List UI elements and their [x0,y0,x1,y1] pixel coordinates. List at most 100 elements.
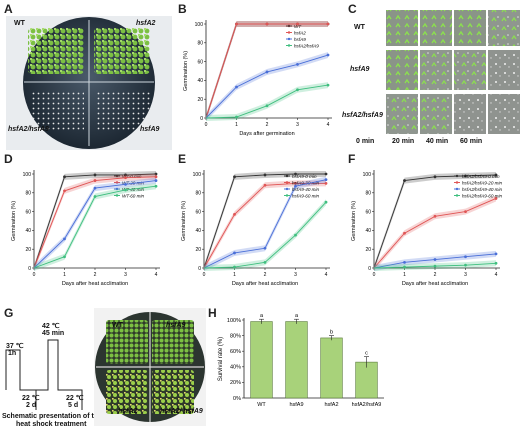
schem-t1b: 1h [8,350,17,357]
legend-label: hsfA9-60 min [292,193,320,198]
data-point [324,200,328,204]
x-axis-label: Days after heat acclimation [232,281,298,287]
legend-label: hsfA9-0 min [292,174,317,179]
x-tick-label: hsfA2 [324,402,338,408]
data-point [494,197,498,200]
data-point [403,265,406,269]
y-tick-label: 80% [230,333,241,339]
y-tick-label: 40 [365,228,371,234]
data-point [494,173,498,177]
row-label-wt: WT [354,24,365,31]
data-point [263,173,267,177]
series-band [206,82,328,121]
x-tick-label: 2 [434,272,437,278]
x-tick-label: 4 [155,272,158,278]
x-axis-label: Days after heat acclimation [402,281,468,287]
data-point [494,261,498,265]
y-tick-label: 100 [195,22,204,28]
data-point [233,175,236,179]
series-band [374,195,496,271]
col-label-0: 0 min [356,138,375,145]
data-point [124,176,127,180]
data-point [433,214,437,218]
data-point [324,182,328,185]
data-point [433,264,437,268]
data-point [263,246,267,250]
y-tick-label: 0 [368,266,371,272]
y-axis-label: Germination (%) [11,201,17,241]
data-point [296,88,299,92]
plate-a-label-hsfa2: hsfA2 [136,20,156,27]
data-point [326,53,330,57]
data-point [403,179,406,182]
x-tick-label: 1 [63,272,66,278]
plate-g-label-double: hsfA2/ hsfA9 [160,408,203,415]
significance-letter: b [330,330,333,336]
data-point [324,178,328,182]
data-point [494,252,498,256]
data-point [154,184,158,188]
legend-marker [285,187,289,191]
data-point [296,63,299,66]
series-band [34,183,156,271]
panel-label-b: B [178,2,187,16]
x-axis-label: Days after germination [239,131,294,137]
legend-marker [285,181,289,184]
data-point [265,22,269,26]
x-tick-label: 0 [205,122,208,128]
x-tick-label: 1 [235,122,238,128]
legend-marker [285,194,289,197]
data-point [433,258,437,261]
legend-label: WT-60 min [122,193,144,198]
y-tick-label: 20% [230,380,241,386]
y-tick-label: 0 [200,116,203,122]
data-point [296,22,299,26]
plate-g-label-hsfa2: hsfA2 [118,408,138,415]
plate-photo-a [6,16,172,150]
x-tick-label: 4 [495,272,498,278]
panel-label-a: A [4,2,13,16]
chart-b: 0 20 40 60 80 100 0 1 2 3 4 Days after germination G… [183,20,332,137]
legend-marker [285,174,289,178]
schem-t4: 22 ℃ [66,395,84,402]
data-point [294,184,297,188]
y-tick-label: 20 [25,247,31,253]
x-tick-label: 0 [373,272,376,278]
y-tick-label: 0% [233,396,241,402]
y-tick-label: 0 [198,266,201,272]
y-tick-label: 80 [197,41,203,47]
panel-label-h: H [208,306,217,320]
legend-label: WT-0 min [122,174,142,179]
bar [320,337,343,399]
plate-image [23,17,155,149]
schem-caption-1: Schematic presentation of the [2,413,102,420]
panel-label-e: E [178,152,187,166]
plate-g-label-hsfa9: hsfA9 [166,322,186,329]
photo-grid-c [340,6,520,146]
data-point [294,233,297,237]
legend-label: hsfA2 [294,30,306,35]
x-tick-label: 3 [124,272,127,278]
data-point [464,210,467,213]
plate-g-image [95,312,205,422]
y-axis-label: Germination (%) [181,201,187,241]
legend-label: hsfA9-40 min [292,187,320,192]
significance-letter: a [260,313,264,319]
significance-letter: a [295,313,299,319]
legend-label: hsfA2/hsfA9-0 min [462,174,500,179]
chart-h: 0% 20% 40% 60% 80% 100% Survival rate (%) a WT a h… [218,313,384,408]
legend-label: hsfA2/hsfA9-60 min [462,193,503,198]
legend-label: hsfA2/hsfA9-40 min [462,187,503,192]
legend-label: WT-20 min [122,180,144,185]
data-point [263,183,267,187]
y-tick-label: 60 [365,209,371,215]
data-point [154,179,158,182]
legend-label: hsfA2/hsfA9 [294,43,319,48]
y-tick-label: 80 [195,191,201,197]
plate-photo-g [94,308,206,426]
y-tick-label: 0 [28,266,31,272]
y-tick-label: 60 [195,209,201,215]
data-point [124,182,127,186]
legend-marker [115,181,119,184]
bar [250,321,273,399]
